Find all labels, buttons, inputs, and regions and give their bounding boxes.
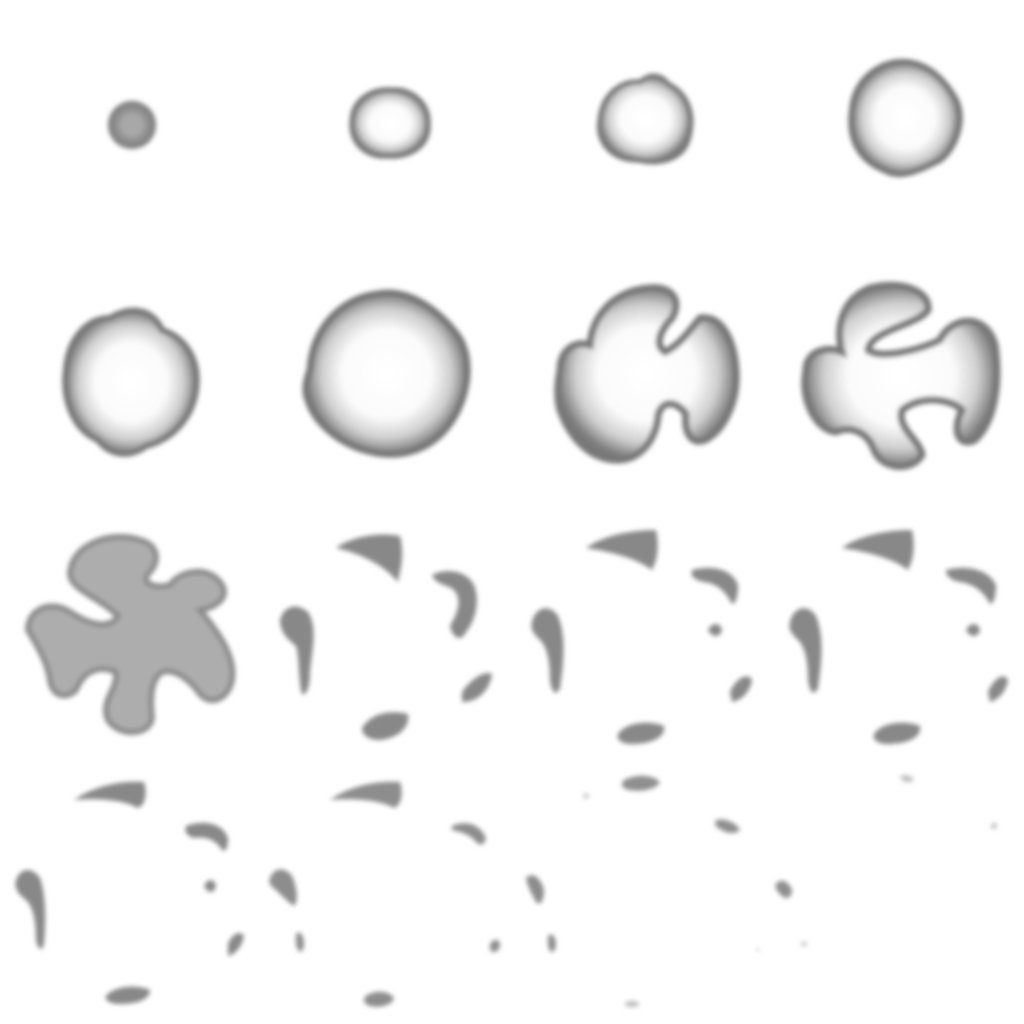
frame-11 (531, 530, 752, 744)
frame-3 (596, 73, 694, 165)
frame-10 (280, 534, 492, 740)
frame-7 (554, 284, 740, 464)
frame-5 (62, 307, 200, 457)
frame-15 (583, 775, 807, 1007)
frame-1 (108, 101, 156, 149)
frame-2 (349, 87, 431, 159)
frame-6 (302, 289, 471, 458)
frame-9 (24, 533, 236, 736)
frame-12 (789, 530, 1008, 744)
frame-16 (900, 775, 997, 829)
frame-4 (848, 58, 963, 178)
frame-14 (269, 781, 556, 1007)
frame-13 (15, 781, 244, 1004)
frame-8 (801, 281, 1001, 470)
